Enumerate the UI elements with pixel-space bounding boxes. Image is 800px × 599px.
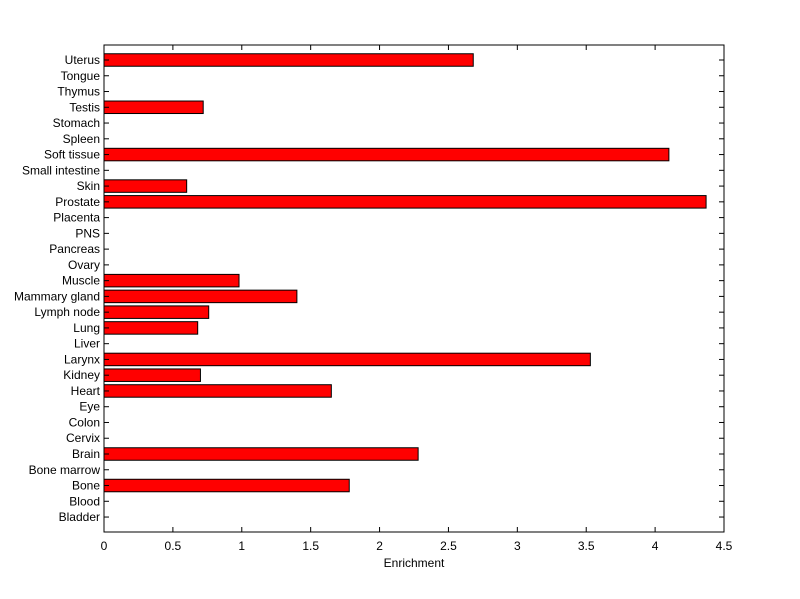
y-tick-label: Stomach: [53, 116, 100, 130]
bar-lung: [103, 321, 199, 335]
y-tick-label: Heart: [71, 384, 101, 398]
y-tick-label: Larynx: [64, 352, 100, 366]
y-tick-label: Pancreas: [49, 242, 100, 256]
bar-uterus: [103, 53, 474, 67]
x-tick-label: 1.5: [302, 539, 319, 553]
y-tick-label: Lung: [73, 321, 100, 335]
x-tick-label: 2.5: [440, 539, 457, 553]
y-tick-label: Spleen: [63, 132, 100, 146]
bar-brain: [103, 447, 419, 461]
bar-prostate: [103, 195, 707, 209]
y-tick-label: Liver: [74, 337, 100, 351]
y-tick-label: Cervix: [66, 431, 100, 445]
x-tick-label: 2: [376, 539, 383, 553]
x-tick-label: 0.5: [165, 539, 182, 553]
x-tick-label: 3: [514, 539, 521, 553]
y-tick-label: Testis: [69, 100, 100, 114]
y-tick-label: Mammary gland: [14, 289, 100, 303]
y-tick-label: Lymph node: [34, 305, 100, 319]
bar-bone: [103, 478, 350, 493]
x-tick-label: 1: [238, 539, 245, 553]
y-tick-label: Soft tissue: [44, 148, 100, 162]
y-tick-label: Thymus: [57, 85, 100, 99]
y-tick-label: Muscle: [62, 274, 100, 288]
x-tick-label: 4.5: [716, 539, 733, 553]
y-tick-label: Uterus: [65, 53, 100, 67]
bar-mammary-gland: [103, 289, 298, 304]
y-tick-label: Ovary: [68, 258, 100, 272]
y-tick-label: PNS: [75, 226, 100, 240]
bar-testis: [103, 100, 204, 115]
y-tick-label: Prostate: [55, 195, 100, 209]
bar-kidney: [103, 368, 201, 382]
x-tick-label: 0: [101, 539, 108, 553]
plot-frame: [103, 44, 725, 533]
bar-skin: [103, 179, 188, 193]
x-axis-label: Enrichment: [384, 556, 445, 570]
y-tick-label: Eye: [79, 400, 100, 414]
bar-heart: [103, 384, 332, 398]
y-tick-label: Bladder: [59, 510, 100, 524]
bar-soft-tissue: [103, 147, 670, 162]
y-tick-label: Small intestine: [22, 163, 100, 177]
y-tick-label: Bone marrow: [29, 463, 101, 477]
x-tick-label: 4: [652, 539, 659, 553]
bar-larynx: [103, 352, 591, 367]
x-tick-label: 3.5: [578, 539, 595, 553]
y-tick-label: Brain: [72, 447, 100, 461]
x-ticks-group: 0 0.5 1 1.5 2 2.5 3 3.5 4 4.5: [101, 45, 733, 553]
y-tick-label: Blood: [69, 494, 100, 508]
y-tick-label: Skin: [77, 179, 100, 193]
y-tick-label: Placenta: [53, 211, 100, 225]
y-tick-label: Tongue: [61, 69, 101, 83]
y-tick-label: Colon: [69, 415, 100, 429]
y-tick-label: Kidney: [63, 368, 100, 382]
bar-lymph-node: [103, 305, 210, 319]
bar-muscle: [103, 273, 240, 288]
y-tick-label: Bone: [72, 479, 100, 493]
